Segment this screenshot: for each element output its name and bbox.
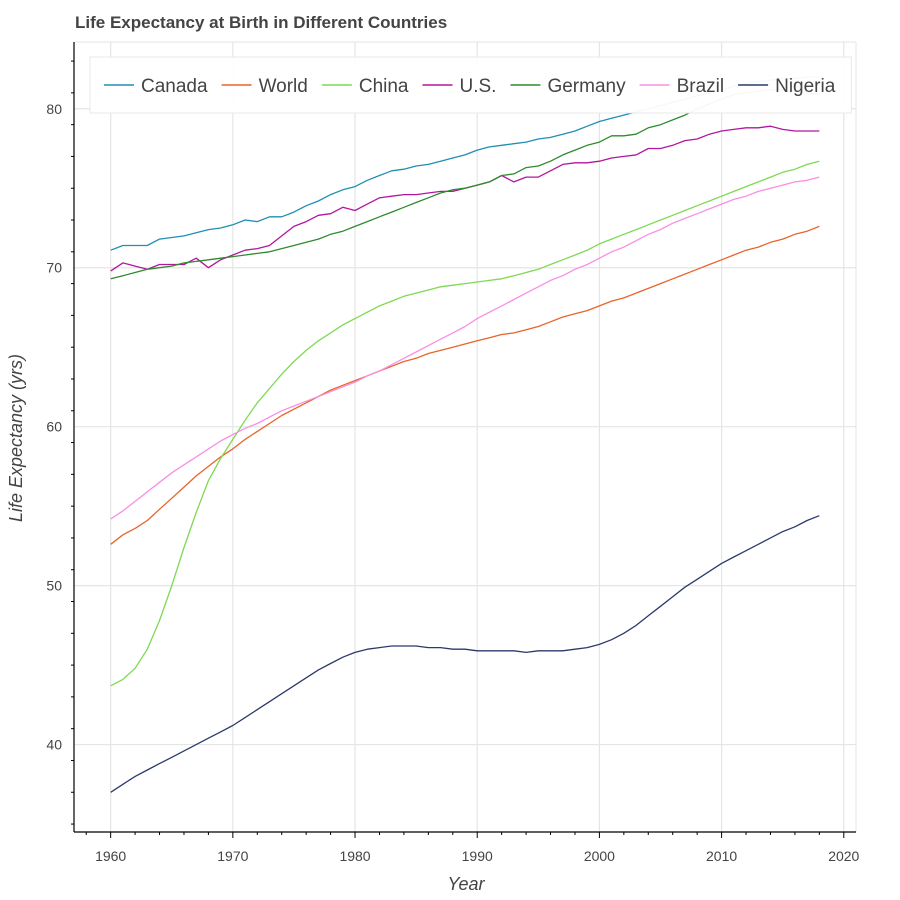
series-lines [110,76,820,793]
y-tick-label: 60 [46,419,62,435]
series-line-germany [110,89,820,280]
x-tick-label: 2020 [828,848,859,864]
legend-label-u-s: U.S. [460,76,497,97]
x-tick-label: 1990 [462,848,493,864]
grid-lines [74,42,856,832]
legend-label-china: China [359,76,409,97]
x-axis-label: Year [447,874,485,894]
y-tick-label: 40 [46,737,62,753]
series-line-world [110,225,820,545]
y-tick-label: 70 [46,260,62,276]
legend-label-canada: Canada [141,76,208,97]
series-line-brazil [110,176,820,520]
x-tick-label: 1980 [339,848,370,864]
axes: 1960 1970 1980 1990 2000 2010 2020 40 50 60 70 80 [46,42,860,864]
plot-frame [74,41,857,832]
legend: Canada World China U.S. Germany Brazil Nigeria [89,56,852,114]
legend-box [89,56,852,114]
y-tick-label: 50 [46,578,62,594]
legend-label-germany: Germany [547,76,626,97]
x-tick-label: 1970 [217,848,248,864]
x-tick-label: 1960 [95,848,126,864]
series-line-nigeria [110,515,820,793]
series-line-u-s [110,125,820,272]
chart-title: Life Expectancy at Birth in Different Co… [75,13,447,32]
legend-label-world: World [259,76,308,97]
legend-label-nigeria: Nigeria [775,76,836,97]
y-axis-label: Life Expectancy (yrs) [6,354,26,522]
x-tick-label: 2000 [584,848,615,864]
x-tick-label: 2010 [706,848,737,864]
legend-label-brazil: Brazil [677,76,725,97]
y-tick-label: 80 [46,101,62,117]
series-line-china [110,160,820,687]
